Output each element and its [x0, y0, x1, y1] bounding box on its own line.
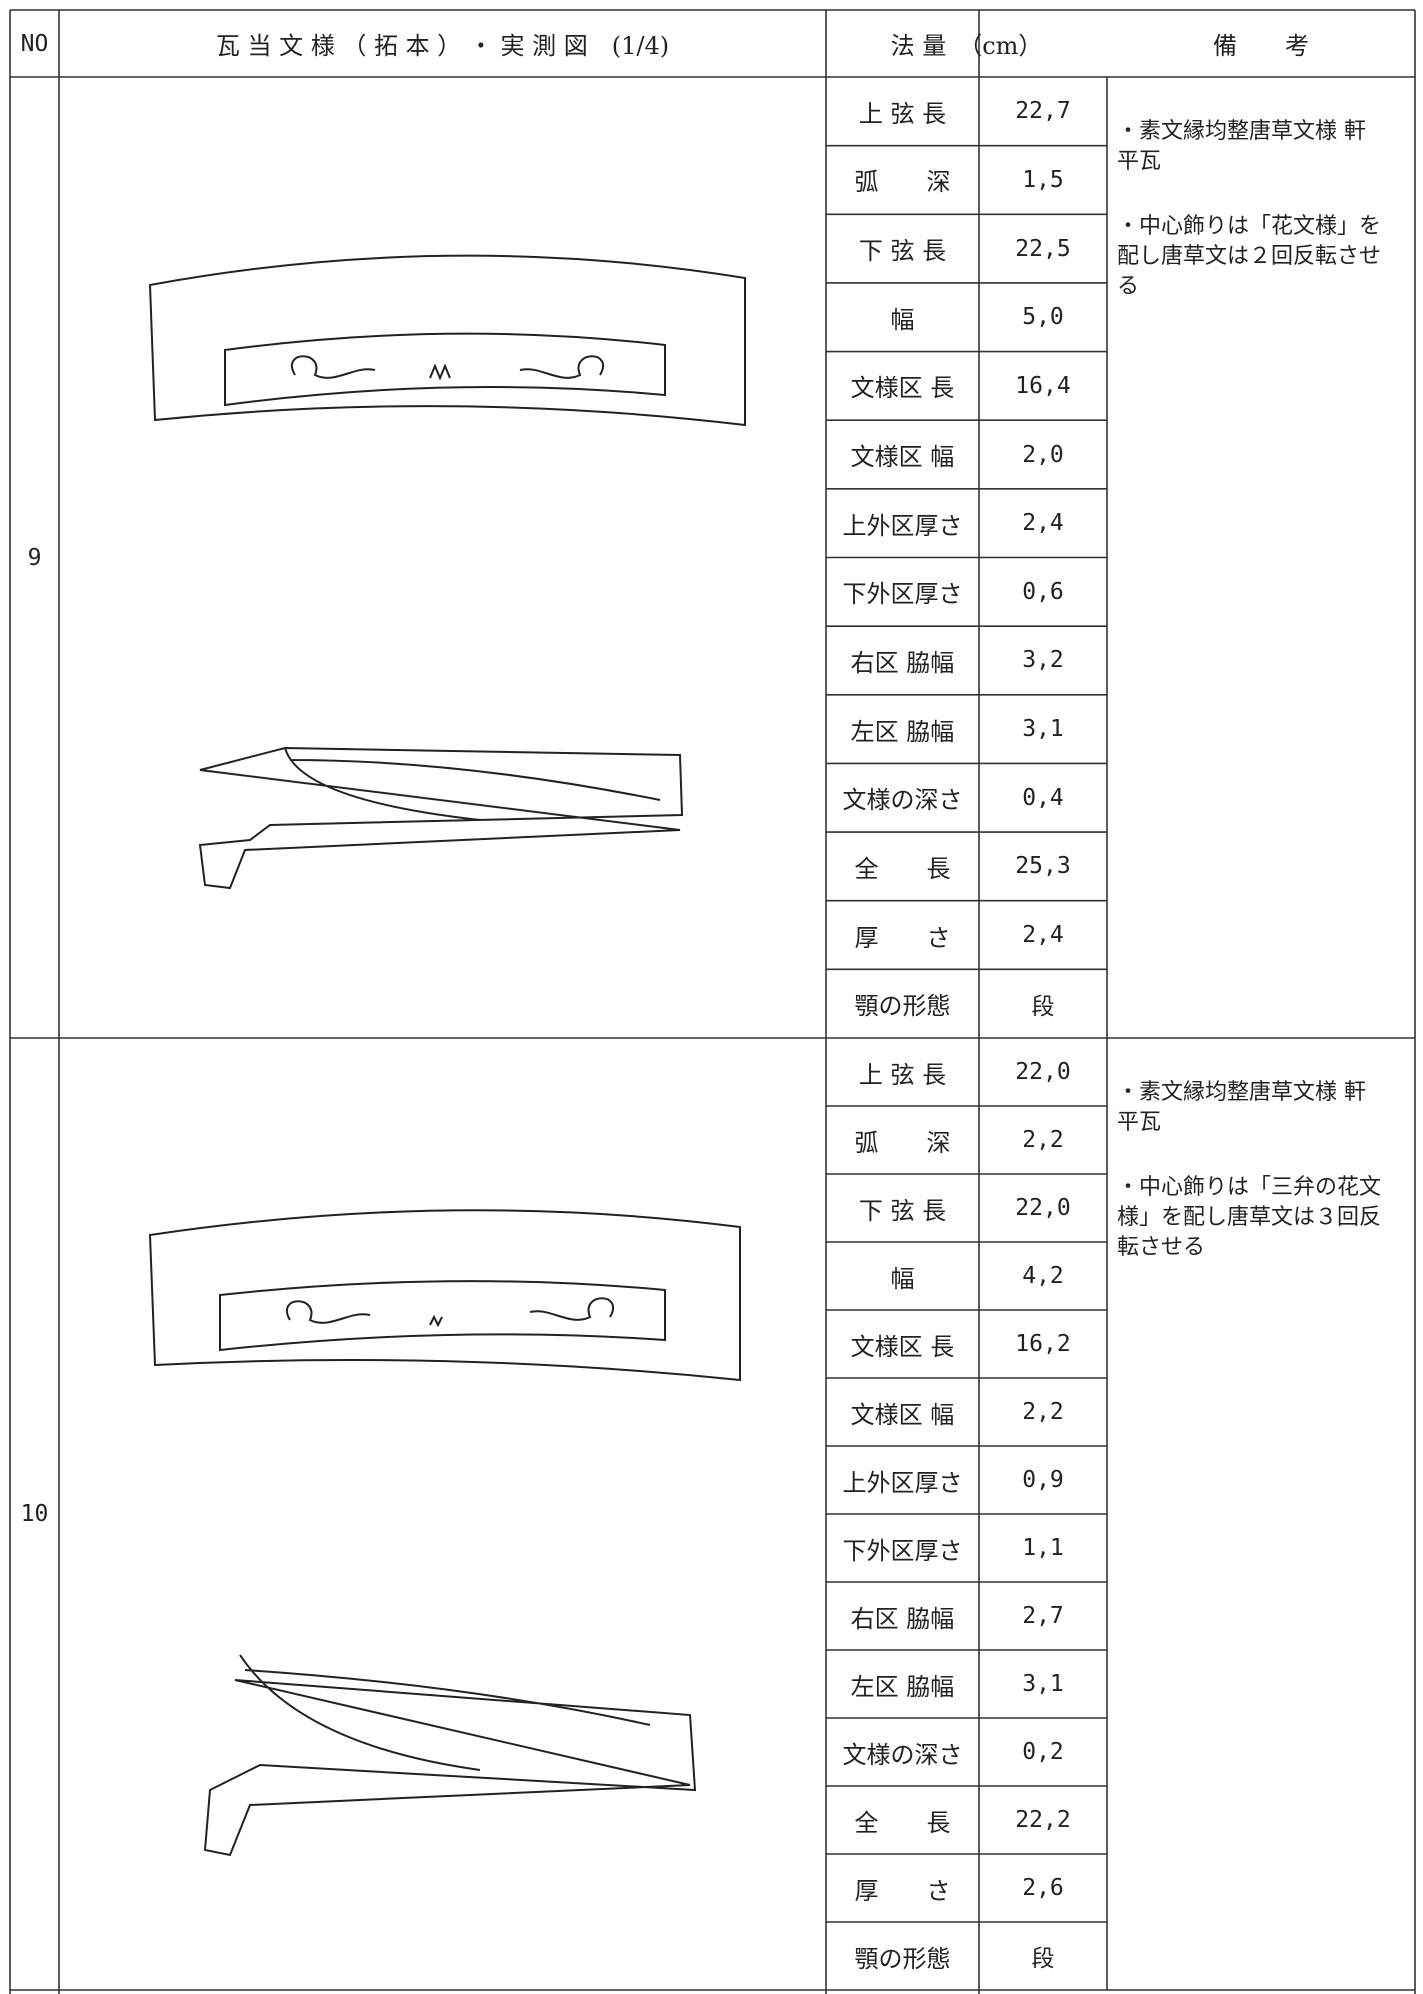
remark: ・中心飾りは「花文様」を配し唐草文は２回反転させる	[1117, 214, 1382, 299]
measure-label: 文様の深さ	[842, 1740, 963, 1769]
measure-value: 16,2	[1015, 1331, 1071, 1357]
measure-value: 4,2	[1022, 1263, 1064, 1289]
measure-label: 顎の形態	[854, 992, 951, 1021]
measure-value: 25,3	[1015, 853, 1071, 880]
measure-value: 0,4	[1022, 784, 1064, 811]
measure-value: 2,6	[1022, 1875, 1064, 1901]
measure-value: 1,5	[1022, 166, 1064, 193]
remark: ・素文縁均整唐草文様 軒平瓦	[1117, 1080, 1366, 1135]
measure-label: 幅	[890, 305, 915, 334]
measure-label: 上外区厚さ	[842, 1468, 963, 1497]
tile-sketch	[148, 1209, 741, 1857]
remark: ・中心飾りは「三弁の花文様」を配し唐草文は３回反転させる	[1117, 1175, 1382, 1260]
row-number: 10	[20, 1501, 49, 1527]
tile-sketch	[148, 254, 746, 890]
measure-label: 上 弦 長	[858, 99, 947, 128]
measure-label: 右区 脇幅	[850, 648, 955, 677]
header-cell: 瓦 当 文 様 （ 拓 本 ） ・ 実 測 図 (1/4)	[215, 32, 670, 60]
measure-value: 3,2	[1022, 647, 1064, 674]
measure-label: 上外区厚さ	[842, 511, 963, 540]
row-number: 9	[27, 544, 42, 571]
measure-value: 22,2	[1015, 1807, 1071, 1833]
measure-value: 3,1	[1022, 716, 1064, 743]
measure-value: 段	[1031, 1946, 1055, 1972]
measure-label: 下外区厚さ	[842, 580, 963, 609]
measure-value: 0,6	[1022, 578, 1064, 605]
measure-value: 3,1	[1022, 1671, 1064, 1697]
measure-label: 下 弦 長	[858, 237, 947, 266]
measure-value: 2,2	[1022, 1127, 1064, 1153]
measure-value: 0,9	[1022, 1467, 1064, 1493]
measure-value: 22,5	[1015, 235, 1071, 262]
measure-label: 全 長	[854, 1808, 951, 1837]
measure-label: 上 弦 長	[858, 1060, 947, 1089]
measure-value: 1,1	[1022, 1535, 1064, 1561]
measure-label: 顎の形態	[854, 1944, 951, 1973]
measure-label: 右区 脇幅	[850, 1604, 955, 1633]
header-cell: 備 考	[1213, 32, 1309, 60]
measure-value: 2,0	[1022, 441, 1064, 468]
measure-value: 段	[1031, 993, 1055, 1020]
measure-value: 5,0	[1022, 304, 1064, 331]
measure-value: 2,4	[1022, 922, 1064, 949]
remark: ・素文縁均整唐草文様 軒平瓦	[1117, 119, 1366, 174]
measure-value: 16,4	[1015, 372, 1071, 399]
measure-label: 文様区 幅	[850, 443, 955, 472]
measure-label: 左区 脇幅	[850, 1672, 955, 1701]
measure-value: 22,7	[1015, 98, 1071, 125]
measure-label: 厚 さ	[854, 923, 951, 952]
measure-label: 下外区厚さ	[842, 1536, 963, 1565]
grid	[9, 9, 1416, 1994]
header-cell: NO	[20, 30, 49, 57]
measure-value: 2,4	[1022, 510, 1064, 537]
measure-label: 下 弦 長	[858, 1196, 947, 1225]
measure-label: 文様区 幅	[850, 1400, 955, 1429]
measure-value: 22,0	[1015, 1059, 1071, 1085]
measure-value: 0,2	[1022, 1739, 1064, 1765]
measure-label: 幅	[890, 1264, 915, 1293]
measure-label: 文様区 長	[850, 1332, 955, 1361]
header-cell: 法 量 （cm）	[890, 32, 1043, 60]
measure-label: 弧 深	[854, 1128, 951, 1157]
measure-label: 左区 脇幅	[850, 717, 955, 746]
measure-value: 22,0	[1015, 1195, 1071, 1221]
measure-label: 文様の深さ	[842, 786, 963, 815]
measure-value: 2,7	[1022, 1603, 1064, 1629]
measure-label: 厚 さ	[854, 1876, 951, 1905]
measure-label: 文様区 長	[850, 374, 955, 403]
measure-label: 弧 深	[854, 168, 951, 197]
measure-label: 全 長	[854, 854, 951, 883]
measure-value: 2,2	[1022, 1399, 1064, 1425]
